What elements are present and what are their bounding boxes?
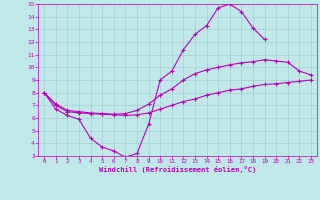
X-axis label: Windchill (Refroidissement éolien,°C): Windchill (Refroidissement éolien,°C) [99,166,256,173]
